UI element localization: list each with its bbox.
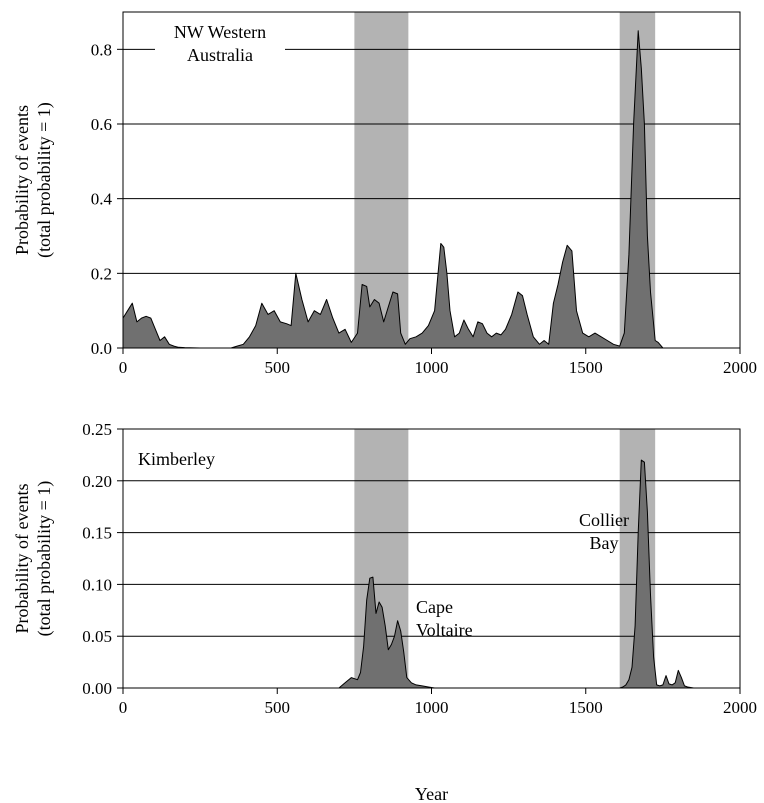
y-tick-label: 0.25 bbox=[82, 420, 112, 439]
event-label: Cape Voltaire bbox=[416, 597, 473, 640]
x-tick-label: 0 bbox=[119, 698, 128, 717]
x-tick-label: 2000 bbox=[723, 358, 757, 377]
y-tick-label: 0.05 bbox=[82, 627, 112, 646]
panel-nw-western-australia: 0 500 1000 1500 2000 0.0 0.2 0.4 0.6 0.8 Probabili… bbox=[12, 11, 757, 377]
y-tick-label: 0.4 bbox=[91, 190, 113, 209]
y-tick-label: 0.8 bbox=[91, 40, 112, 59]
y-tick-label: 0.10 bbox=[82, 575, 112, 594]
series-area bbox=[122, 30, 741, 349]
y-tick-label: 0.6 bbox=[91, 115, 112, 134]
x-tick-label: 1500 bbox=[569, 698, 603, 717]
x-tick-label: 2000 bbox=[723, 698, 757, 717]
x-tick-label: 500 bbox=[265, 358, 291, 377]
y-axis-label: Probability of events (total probability … bbox=[12, 102, 55, 258]
x-tick-label: 1000 bbox=[415, 358, 449, 377]
panel-annotation: NW Western Australia bbox=[174, 22, 266, 65]
y-axis-label: Probability of events (total probability … bbox=[12, 481, 55, 637]
x-tick-label: 1500 bbox=[569, 358, 603, 377]
panel-kimberley: 0 500 1000 1500 2000 0.00 0.05 0.10 0.15 0.20 0.25… bbox=[12, 420, 757, 803]
y-tick-label: 0.15 bbox=[82, 524, 112, 543]
panel-annotation: Kimberley bbox=[138, 449, 215, 469]
y-tick-label: 0.00 bbox=[82, 679, 112, 698]
x-tick-label: 500 bbox=[265, 698, 291, 717]
annotation-box bbox=[155, 18, 285, 72]
x-tick-label: 0 bbox=[119, 358, 128, 377]
y-tick-label: 0.20 bbox=[82, 472, 112, 491]
x-axis-label: Year bbox=[415, 784, 448, 803]
y-tick-label: 0.2 bbox=[91, 264, 112, 283]
event-label: Collier Bay bbox=[579, 510, 629, 553]
x-tick-label: 1000 bbox=[415, 698, 449, 717]
y-tick-label: 0.0 bbox=[91, 339, 112, 358]
